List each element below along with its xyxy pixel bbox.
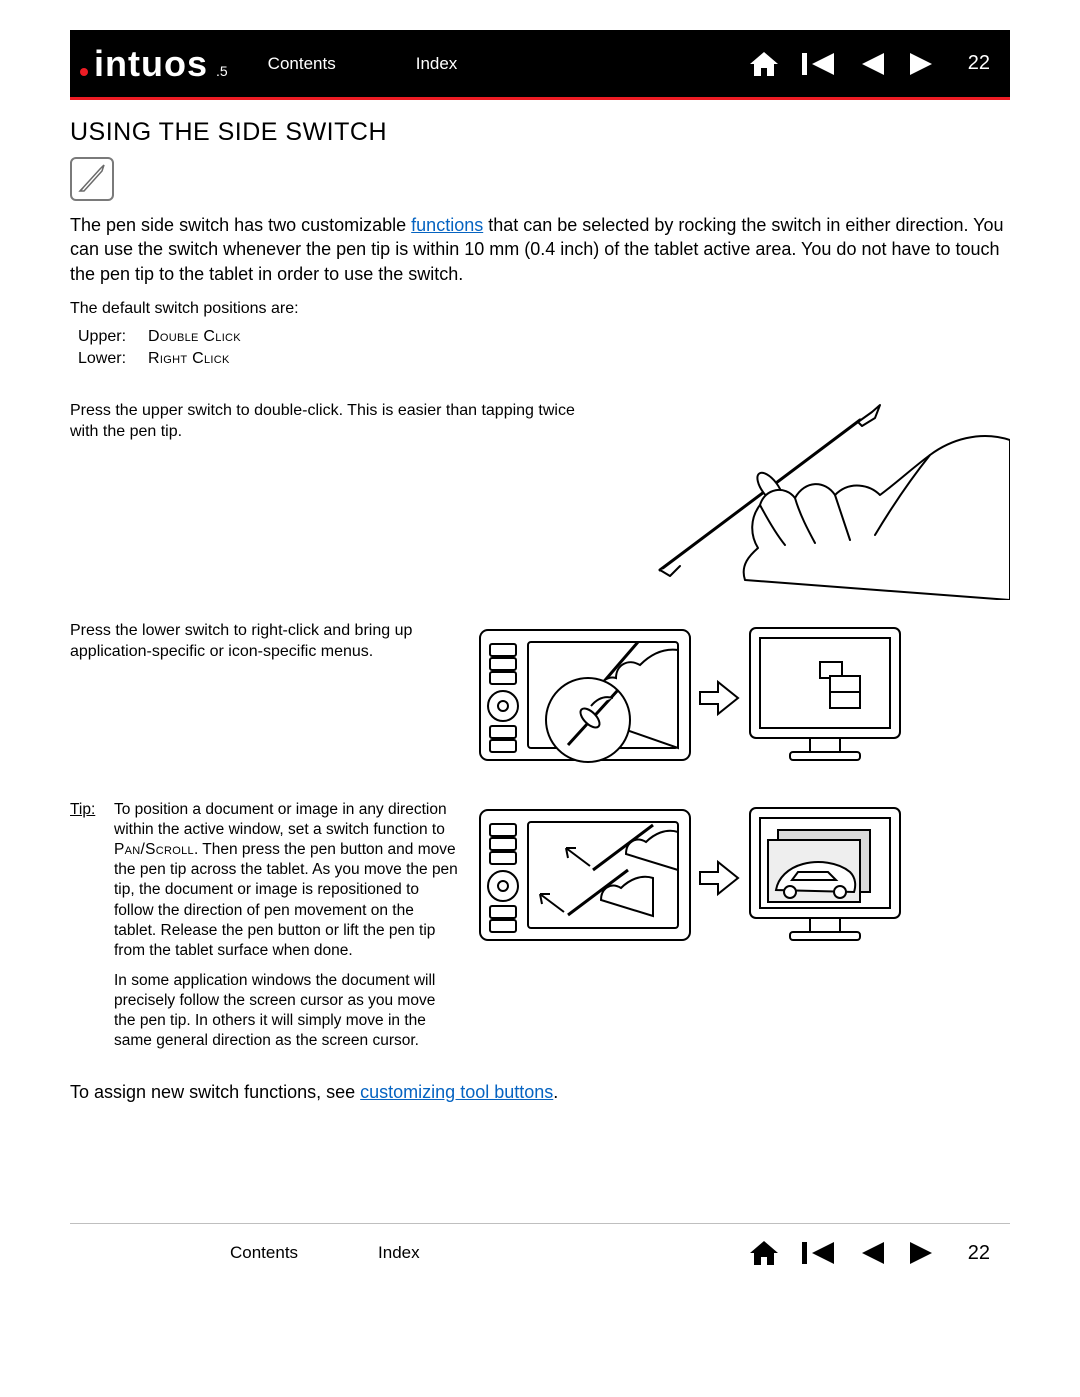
customizing-tool-buttons-link[interactable]: customizing tool buttons bbox=[360, 1082, 553, 1102]
upper-switch-row: Press the upper switch to double-click. … bbox=[70, 400, 1010, 600]
page-number: 22 bbox=[968, 52, 990, 75]
lower-switch-row: Press the lower switch to right-click an… bbox=[70, 620, 1010, 780]
contents-link[interactable]: Contents bbox=[230, 1243, 298, 1263]
tip-text: Tip: To position a document or image in … bbox=[70, 800, 460, 1062]
right-click-figure bbox=[478, 620, 1010, 780]
upper-switch-text: Press the upper switch to double-click. … bbox=[70, 400, 582, 443]
page-title: USING THE SIDE SWITCH bbox=[70, 118, 1010, 147]
position-label: Lower: bbox=[70, 348, 140, 370]
intro-paragraph: The pen side switch has two customizable… bbox=[70, 213, 1010, 286]
tip-row: Tip: To position a document or image in … bbox=[70, 800, 1010, 1062]
first-page-icon[interactable] bbox=[802, 1240, 836, 1266]
logo-dot-icon bbox=[80, 68, 88, 76]
table-row: Lower: Right Click bbox=[70, 348, 255, 370]
header-nav-icons: 22 bbox=[748, 50, 990, 78]
position-label: Upper: bbox=[70, 326, 140, 348]
logo-version: .5 bbox=[216, 63, 228, 79]
page-content: USING THE SIDE SWITCH The pen side switc… bbox=[70, 100, 1010, 1103]
header-links: Contents Index bbox=[268, 54, 458, 74]
header-bar: intuos .5 Contents Index 22 bbox=[70, 30, 1010, 100]
footer-nav-icons: 22 bbox=[748, 1239, 990, 1267]
prev-page-icon[interactable] bbox=[858, 51, 886, 77]
position-action: Double Click bbox=[140, 326, 255, 348]
pan-scroll-figure bbox=[478, 800, 1010, 960]
home-icon[interactable] bbox=[748, 1239, 780, 1267]
hand-holding-pen-figure bbox=[600, 400, 1010, 600]
prev-page-icon[interactable] bbox=[858, 1240, 886, 1266]
tip-label: Tip: bbox=[70, 800, 100, 1062]
footer-bar: Contents Index 22 bbox=[70, 1223, 1010, 1283]
next-page-icon[interactable] bbox=[908, 1240, 936, 1266]
index-link[interactable]: Index bbox=[416, 54, 458, 74]
contents-link[interactable]: Contents bbox=[268, 54, 336, 74]
logo-text: intuos bbox=[94, 43, 208, 85]
assign-paragraph: To assign new switch functions, see cust… bbox=[70, 1082, 1010, 1103]
home-icon[interactable] bbox=[748, 50, 780, 78]
pen-tool-icon bbox=[70, 157, 114, 201]
position-action: Right Click bbox=[140, 348, 255, 370]
footer-links: Contents Index bbox=[230, 1243, 420, 1263]
switch-positions-table: Upper: Double Click Lower: Right Click bbox=[70, 326, 255, 370]
index-link[interactable]: Index bbox=[378, 1243, 420, 1263]
page-number: 22 bbox=[968, 1242, 990, 1265]
lower-switch-text: Press the lower switch to right-click an… bbox=[70, 620, 460, 663]
first-page-icon[interactable] bbox=[802, 51, 836, 77]
defaults-label: The default switch positions are: bbox=[70, 300, 1010, 318]
table-row: Upper: Double Click bbox=[70, 326, 255, 348]
tip-paragraph-2: In some application windows the document… bbox=[114, 971, 460, 1052]
functions-link[interactable]: functions bbox=[411, 215, 483, 235]
next-page-icon[interactable] bbox=[908, 51, 936, 77]
logo: intuos .5 bbox=[80, 43, 228, 85]
tip-paragraph-1: To position a document or image in any d… bbox=[114, 800, 460, 961]
